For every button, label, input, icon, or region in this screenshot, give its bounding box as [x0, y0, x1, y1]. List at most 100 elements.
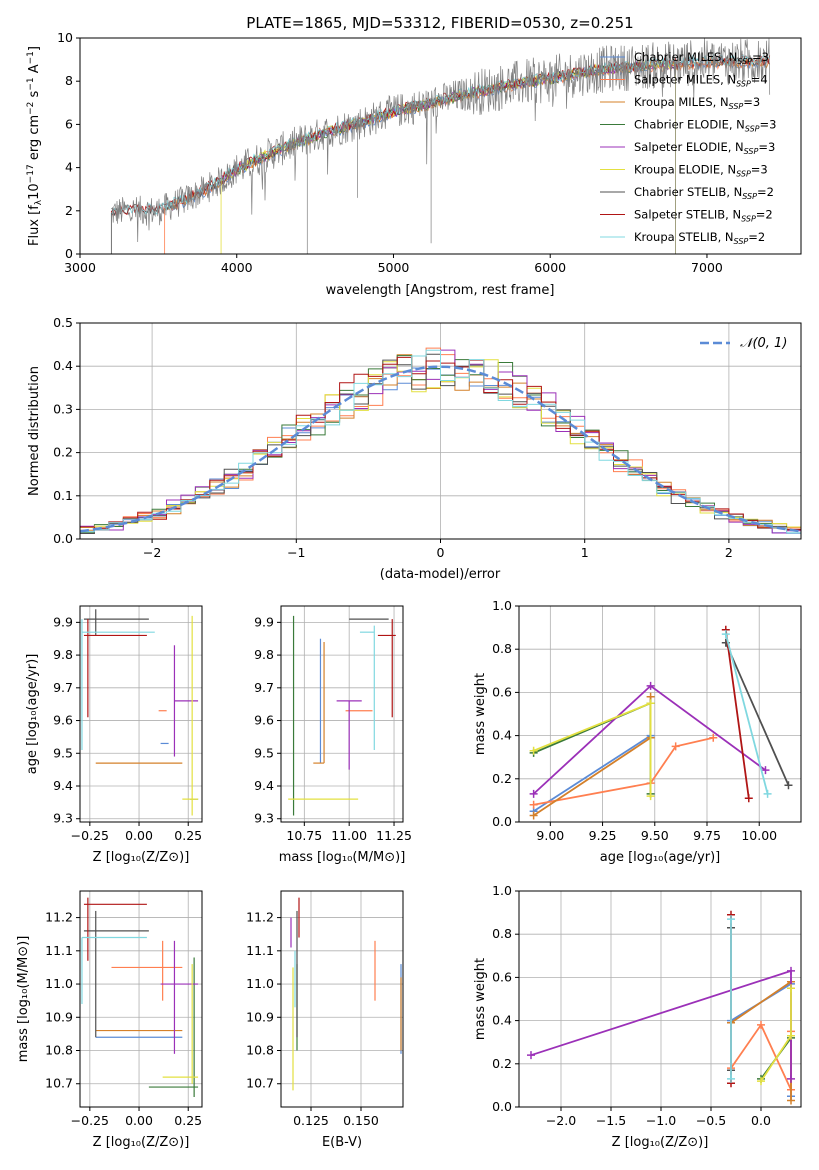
y-tick-label: 10.9	[246, 1009, 274, 1024]
x-tick-label: 4000	[221, 260, 253, 275]
x-axis-label: Z [log₁₀(Z/Z⊙)]	[612, 1135, 709, 1150]
x-tick-label: 3000	[64, 260, 96, 275]
y-tick-label: 9.4	[254, 778, 274, 793]
x-tick-label: 9.00	[536, 828, 564, 843]
y-tick-label: 10.9	[45, 1009, 73, 1024]
series-line-salpeter_miles	[533, 736, 714, 806]
y-axis-label: mass weight	[473, 673, 488, 755]
y-tick-label: 0.2	[53, 445, 73, 460]
y-tick-label: 2	[65, 203, 73, 218]
y-tick-label: 10.7	[45, 1076, 73, 1091]
marker-kroupa_stelib	[727, 915, 735, 924]
y-tick-label: 0.0	[492, 814, 512, 829]
residual-x-label: (data-model)/error	[380, 567, 501, 582]
marker-kroupa_stelib	[763, 789, 772, 798]
model-spectrum-kroupa_elodie	[220, 58, 676, 182]
y-tick-label: 9.3	[254, 811, 274, 826]
plot-area	[529, 625, 793, 820]
x-axis-label: Z [log₁₀(Z/Z⊙)]	[93, 1135, 190, 1150]
legend-entry: Kroupa ELODIE, NSSP=3	[634, 163, 768, 179]
y-tick-label: 6	[65, 116, 73, 131]
y-tick-label: 9.8	[53, 647, 73, 662]
y-tick-label: 0.1	[53, 488, 73, 503]
y-tick-label: 9.6	[53, 713, 73, 728]
series-line-kroupa_miles	[533, 696, 652, 817]
series-line-salpeter_elodie	[532, 684, 767, 795]
x-tick-label: 1	[581, 545, 589, 560]
axes-frame	[518, 605, 802, 823]
x-tick-label: 0.25	[174, 1113, 202, 1128]
y-tick-label: 0	[65, 246, 73, 261]
y-tick-label: 0.4	[53, 358, 73, 373]
marker-salpeter_miles	[757, 1020, 765, 1029]
y-tick-label: 9.6	[254, 713, 274, 728]
x-tick-label: 9.75	[693, 828, 721, 843]
x-tick-label: −1.5	[596, 1113, 626, 1128]
x-tick-label: −1.0	[646, 1113, 676, 1128]
residual-histograms	[80, 347, 801, 534]
y-tick-label: 11.1	[246, 943, 274, 958]
y-tick-label: 9.5	[53, 745, 73, 760]
y-tick-label: 9.7	[53, 680, 73, 695]
x-tick-label: 6000	[534, 260, 566, 275]
y-tick-label: 9.7	[254, 680, 274, 695]
residual-ticks: −2 −1 0 1 2 0.0 0.1 0.2 0.3 0.4 0.5	[53, 315, 733, 560]
x-tick-label: 0.00	[125, 828, 153, 843]
marker-salpeter_elodie	[761, 766, 770, 775]
axes-frame	[280, 605, 404, 823]
x-tick-label: −1	[287, 545, 305, 560]
y-tick-label: 0.4	[492, 728, 512, 743]
x-tick-label: 10.00	[741, 828, 777, 843]
x-tick-label: 0.00	[125, 1113, 153, 1128]
marker-kroupa_miles	[787, 1096, 795, 1105]
y-tick-label: 10.8	[246, 1043, 274, 1058]
marker-salpeter_miles	[529, 800, 538, 809]
residual-panel: −2 −1 0 1 2 0.0 0.1 0.2 0.3 0.4 0.5 (data-model)/e…	[27, 315, 802, 582]
y-tick-label: 0.2	[492, 771, 512, 786]
histogram-kroupa_stelib	[80, 349, 801, 534]
x-tick-label: −2	[143, 545, 161, 560]
x-tick-label: 0.0	[751, 1113, 771, 1128]
spectrum-title: PLATE=1865, MJD=53312, FIBERID=0530, z=0…	[246, 14, 633, 32]
y-axis-label: age [log₁₀(age/yr)]	[25, 654, 40, 775]
y-tick-label: 9.4	[53, 778, 73, 793]
x-tick-label: −0.25	[71, 1113, 109, 1128]
y-tick-label: 11.0	[45, 976, 73, 991]
y-tick-label: 0.6	[492, 684, 512, 699]
y-tick-label: 9.8	[254, 647, 274, 662]
y-axis-label: mass [log₁₀(M/M⊙)]	[16, 936, 31, 1063]
x-tick-label: 9.25	[589, 828, 617, 843]
x-tick-label: −0.5	[696, 1113, 726, 1128]
x-tick-label: 7000	[691, 260, 723, 275]
axes-frame	[518, 890, 802, 1108]
x-tick-label: 2	[725, 545, 733, 560]
x-axis-label: E(B-V)	[322, 1135, 362, 1150]
marker-kroupa_elodie	[757, 1077, 765, 1086]
mass-vs-metallicity-panel: −0.25 0.00 0.25 10.7 10.8 10.9 11.0 11.1 11.2 Z […	[16, 890, 203, 1150]
marker-kroupa_elodie	[787, 1031, 795, 1040]
y-tick-label: 11.1	[45, 943, 73, 958]
x-tick-label: 9.50	[641, 828, 669, 843]
y-tick-label: 9.5	[254, 745, 274, 760]
residual-y-label: Normed distribution	[27, 366, 42, 496]
marker-kroupa_miles	[529, 811, 538, 820]
plot-area	[527, 910, 795, 1105]
legend-entry: Chabrier MILES, NSSP=3	[634, 50, 769, 66]
y-tick-label: 9.3	[53, 811, 73, 826]
series-line-chabrier_miles	[533, 703, 652, 812]
legend-entry: Salpeter STELIB, NSSP=2	[634, 208, 773, 224]
plot-area	[290, 897, 402, 1091]
y-tick-label: 11.0	[246, 976, 274, 991]
marker-salpeter_elodie	[527, 1051, 535, 1060]
y-tick-label: 9.9	[254, 614, 274, 629]
legend-entry: Kroupa STELIB, NSSP=2	[634, 230, 765, 246]
marker-salpeter_miles	[709, 733, 718, 742]
x-axis-label: age [log₁₀(age/yr)]	[600, 850, 721, 865]
axes-frame	[79, 890, 203, 1108]
legend-entry: Kroupa MILES, NSSP=3	[634, 95, 760, 111]
plot-area	[81, 897, 199, 1098]
x-tick-label: 0.125	[293, 1113, 329, 1128]
marker-salpeter_elodie	[529, 789, 538, 798]
residual-legend: 𝒩(0, 1)	[700, 336, 787, 351]
